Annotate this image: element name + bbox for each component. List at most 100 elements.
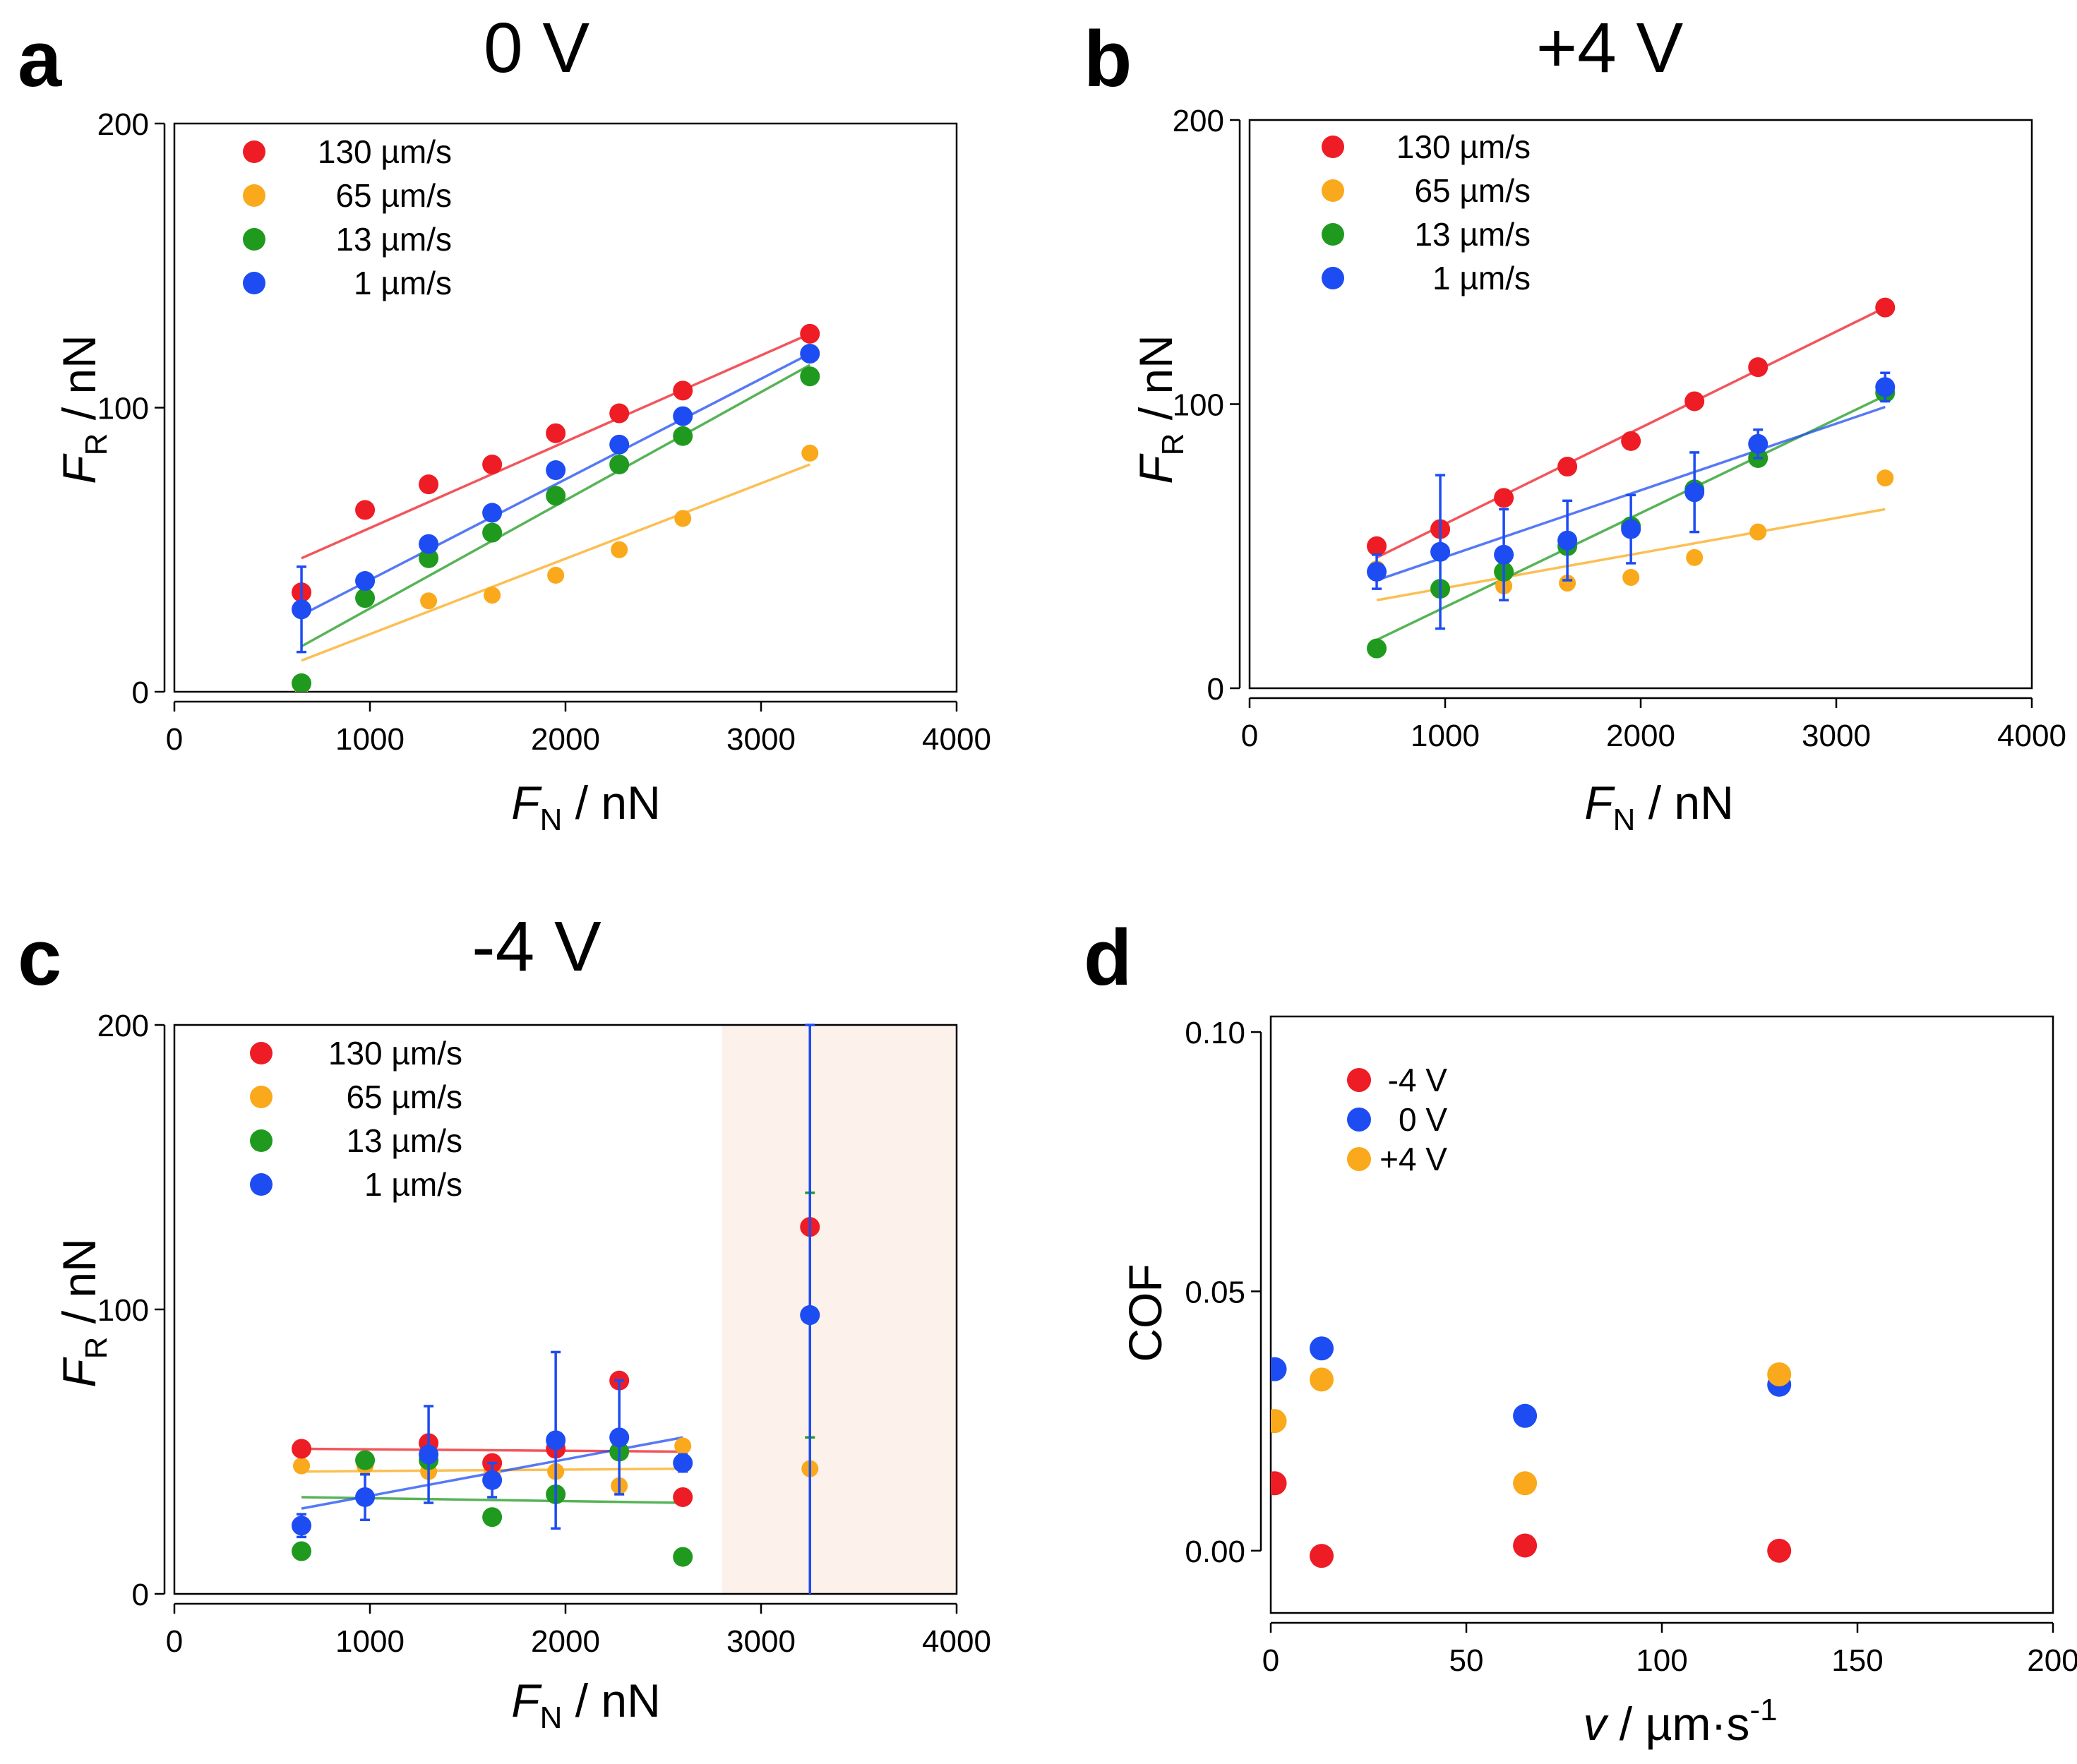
x-tick-label: 4000	[922, 722, 991, 757]
x-axis-title-sub: N	[540, 803, 563, 837]
y-tick-label: 0.00	[1185, 1535, 1245, 1569]
legend-label: 1 µm/s	[364, 1166, 462, 1203]
data-point	[292, 1516, 312, 1536]
data-point	[546, 423, 566, 443]
data-point	[609, 1427, 630, 1448]
panel-letter: a	[18, 15, 62, 103]
x-tick-label: 1000	[335, 1624, 405, 1659]
data-point	[482, 503, 503, 523]
legend-marker	[1347, 1147, 1371, 1171]
panel-title: +4 V	[1536, 8, 1684, 88]
legend-label: 130 µm/s	[1396, 128, 1531, 165]
data-point	[673, 1453, 693, 1473]
data-point	[1748, 433, 1768, 454]
legend-marker	[250, 1042, 273, 1064]
y-axis-title: FR / nN	[53, 335, 114, 484]
data-point	[1559, 575, 1576, 592]
x-axis-title-sub: N	[540, 1700, 563, 1735]
y-tick-label: 200	[97, 107, 149, 142]
panel-letter: c	[18, 913, 61, 1002]
data-point	[674, 510, 692, 527]
y-axis-title-main: F	[53, 1357, 105, 1388]
fit-line	[301, 332, 810, 560]
x-axis-title-unit: / nN	[1635, 776, 1733, 829]
data-point	[1557, 530, 1578, 551]
y-axis-title-sub: R	[79, 1337, 114, 1360]
legend-label: 65 µm/s	[335, 177, 452, 214]
panel-letter: b	[1084, 15, 1132, 103]
data-point	[420, 592, 438, 610]
data-point	[674, 1437, 692, 1455]
data-point	[1310, 1367, 1334, 1392]
data-point	[1494, 544, 1514, 565]
data-point	[1621, 431, 1641, 451]
data-point	[1367, 536, 1387, 556]
panel-letter: d	[1084, 913, 1132, 1002]
data-point	[1686, 548, 1704, 566]
data-point	[1310, 1544, 1334, 1568]
data-point	[293, 1457, 311, 1475]
x-axis-title-sub: N	[1613, 803, 1636, 837]
data-point	[1310, 1336, 1334, 1361]
y-axis-title-unit: / nN	[53, 1238, 105, 1336]
legend-marker	[243, 228, 265, 251]
data-point	[1749, 523, 1767, 541]
legend: -4 V0 V+4 V	[1347, 1062, 1447, 1177]
data-point	[800, 1305, 820, 1326]
data-point	[292, 673, 312, 692]
panel-title: -4 V	[472, 907, 601, 986]
data-point	[355, 571, 376, 592]
x-tick-label: 0	[166, 1624, 183, 1659]
data-point	[1367, 561, 1387, 582]
y-axis-title: COF	[1119, 1264, 1171, 1362]
data-point	[673, 380, 693, 401]
data-point	[1367, 638, 1387, 659]
plot-frame	[173, 1024, 958, 1595]
data-point	[1875, 377, 1896, 397]
fit-line	[301, 463, 810, 662]
data-point	[1494, 488, 1514, 508]
x-tick-label: 4000	[1997, 719, 2066, 753]
x-axis-title-unit: / µm·s	[1606, 1698, 1749, 1750]
data-point	[482, 455, 503, 474]
legend-marker	[243, 272, 265, 294]
x-axis-title-main: F	[511, 776, 542, 829]
legend-marker	[250, 1086, 273, 1108]
data-point	[1767, 1538, 1792, 1563]
x-tick-label: 2000	[531, 722, 600, 757]
fit-line	[1376, 405, 1886, 582]
y-axis-title-sub: R	[1156, 433, 1190, 456]
legend: 130 µm/s 65 µm/s 13 µm/s 1 µm/s	[243, 133, 452, 301]
data-point	[292, 1541, 312, 1561]
legend-label: 13 µm/s	[346, 1122, 462, 1159]
y-tick-label: 0.05	[1185, 1275, 1245, 1309]
panel-title: 0 V	[484, 8, 589, 88]
y-axis-title-sub: R	[79, 433, 114, 456]
fit-line	[301, 364, 811, 648]
x-tick-label: 0	[1241, 719, 1258, 753]
legend-label: 0 V	[1399, 1101, 1447, 1138]
x-axis-title: FN / nN	[1584, 776, 1734, 837]
y-axis-title: FR / nN	[53, 1238, 114, 1388]
data-layer	[292, 1024, 820, 1594]
data-point	[1767, 1362, 1792, 1386]
data-point	[611, 541, 628, 558]
y-tick-label: 200	[1173, 104, 1224, 138]
x-axis-title: v / µm·s-1	[1583, 1693, 1777, 1750]
plot-frame	[173, 122, 958, 693]
legend-marker	[1347, 1108, 1371, 1132]
x-axis-title-main: v	[1583, 1698, 1609, 1750]
x-tick-label: 50	[1449, 1643, 1484, 1678]
x-tick-label: 2000	[531, 1624, 600, 1659]
x-axis-title-main: F	[1584, 776, 1615, 829]
data-point	[1271, 1409, 1287, 1434]
y-tick-label: 100	[97, 392, 149, 426]
y-tick-label: 0.10	[1185, 1016, 1245, 1050]
y-axis-title-main: COF	[1119, 1264, 1171, 1362]
legend-label: 65 µm/s	[1414, 172, 1531, 209]
data-point	[1271, 1357, 1287, 1381]
data-point	[355, 588, 376, 608]
y-axis-title-main: F	[1130, 453, 1182, 484]
legend-marker	[250, 1129, 273, 1152]
